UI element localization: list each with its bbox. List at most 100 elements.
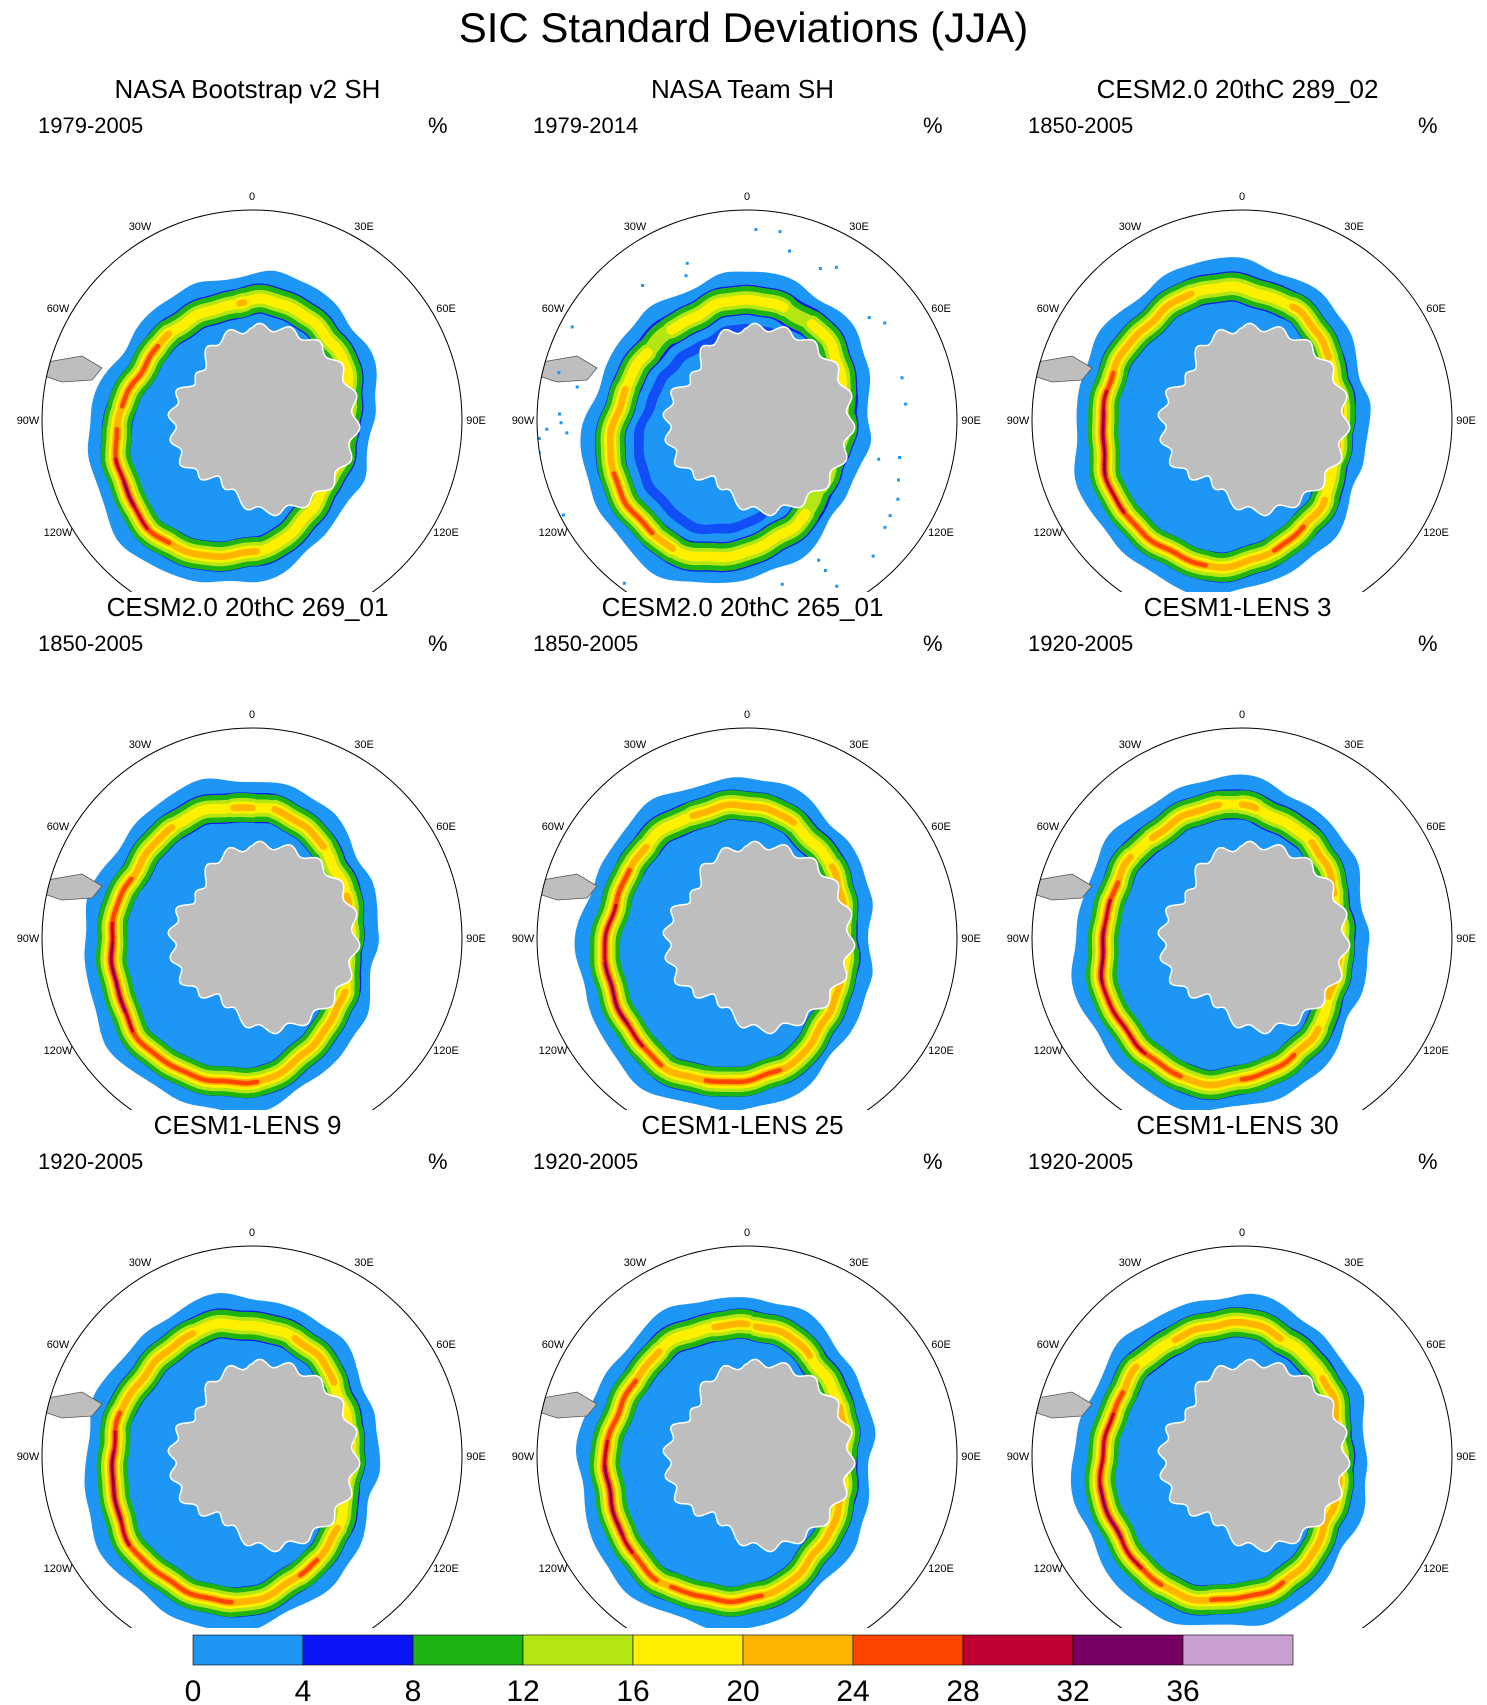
map-panel: 030E60E90E120E150E180150W120W90W60W30WCE… <box>990 1108 1485 1628</box>
period-label: 1979-2005 <box>38 113 144 138</box>
south-america-landmass <box>43 873 103 901</box>
period-label: 1850-2005 <box>533 631 639 656</box>
period-label: 1920-2005 <box>38 1149 144 1174</box>
map-boundary <box>41 1245 463 1628</box>
longitude-label: 30E <box>354 221 374 233</box>
longitude-label: 90W <box>17 1451 40 1463</box>
panel-title: CESM1-LENS 3 <box>1143 592 1332 622</box>
period-label: 1920-2005 <box>1028 1149 1134 1174</box>
panel-title: CESM1-LENS 9 <box>153 1110 342 1140</box>
unit-label: % <box>1418 631 1438 656</box>
polar-map: 030E60E90E120E150E180150W120W90W60W30W <box>1007 1227 1476 1628</box>
longitude-label: 0 <box>1239 709 1245 721</box>
map-boundary <box>536 1245 958 1628</box>
longitude-label: 60W <box>1037 1339 1060 1351</box>
longitude-label: 0 <box>1239 191 1245 203</box>
map-boundary <box>536 727 958 1110</box>
map-panel: 030E60E90E120E150E180150W120W90W60W30WCE… <box>0 590 495 1110</box>
polar-map: 030E60E90E120E150E180150W120W90W60W30W <box>512 191 981 592</box>
antarctica-landmass <box>167 322 361 517</box>
longitude-label: 120W <box>539 1563 568 1575</box>
south-america-landmass <box>538 1391 598 1419</box>
longitude-label: 120W <box>1034 527 1063 539</box>
longitude-label: 30E <box>354 739 374 751</box>
antarctica-landmass <box>662 322 856 517</box>
longitude-label: 30E <box>849 221 869 233</box>
antarctica-landmass <box>167 840 361 1035</box>
longitude-label: 0 <box>744 191 750 203</box>
longitude-label: 120W <box>44 527 73 539</box>
unit-label: % <box>428 1149 448 1174</box>
longitude-label: 60E <box>436 303 456 315</box>
longitude-label: 0 <box>744 1227 750 1239</box>
longitude-label: 120E <box>433 1045 459 1057</box>
period-label: 1920-2005 <box>533 1149 639 1174</box>
colorbar-swatch <box>1072 1634 1184 1666</box>
south-america-landmass <box>43 1391 103 1419</box>
map-boundary <box>1031 209 1453 592</box>
south-america-landmass <box>1033 355 1093 383</box>
longitude-label: 30W <box>624 1257 647 1269</box>
map-panel: 030E60E90E120E150E180150W120W90W60W30WCE… <box>0 1108 495 1628</box>
longitude-label: 0 <box>744 709 750 721</box>
antarctica-landmass <box>1157 322 1351 517</box>
polar-map: 030E60E90E120E150E180150W120W90W60W30W <box>512 709 981 1110</box>
map-boundary <box>41 209 463 592</box>
longitude-label: 30E <box>849 739 869 751</box>
polar-map: 030E60E90E120E150E180150W120W90W60W30W <box>17 191 486 592</box>
longitude-label: 0 <box>249 709 255 721</box>
longitude-label: 120W <box>539 1045 568 1057</box>
longitude-label: 120E <box>1423 1563 1449 1575</box>
longitude-label: 60E <box>931 1339 951 1351</box>
longitude-label: 30W <box>624 221 647 233</box>
longitude-label: 0 <box>1239 1227 1245 1239</box>
longitude-label: 60E <box>1426 303 1446 315</box>
longitude-label: 120W <box>539 527 568 539</box>
map-panel: 030E60E90E120E150E180150W120W90W60W30WCE… <box>495 1108 990 1628</box>
longitude-label: 30E <box>1344 1257 1364 1269</box>
period-label: 1920-2005 <box>1028 631 1134 656</box>
colorbar-tick-label: 24 <box>836 1675 869 1705</box>
colorbar-swatch <box>852 1634 964 1666</box>
longitude-label: 120E <box>928 527 954 539</box>
colorbar-tick-label: 12 <box>506 1675 539 1705</box>
longitude-label: 90W <box>17 933 40 945</box>
longitude-label: 30E <box>1344 221 1364 233</box>
longitude-label: 30E <box>849 1257 869 1269</box>
longitude-label: 30W <box>624 739 647 751</box>
longitude-label: 60E <box>931 821 951 833</box>
colorbar-tick-label: 16 <box>616 1675 649 1705</box>
south-america-landmass <box>1033 873 1093 901</box>
longitude-label: 90E <box>961 415 981 427</box>
longitude-label: 30W <box>1119 1257 1142 1269</box>
panel-title: CESM1-LENS 30 <box>1136 1110 1339 1140</box>
longitude-label: 120W <box>44 1045 73 1057</box>
longitude-label: 120W <box>1034 1563 1063 1575</box>
map-boundary <box>1031 1245 1453 1628</box>
panel-title: CESM2.0 20thC 269_01 <box>106 592 389 622</box>
longitude-label: 60E <box>436 1339 456 1351</box>
colorbar-swatch <box>302 1634 414 1666</box>
period-label: 1979-2014 <box>533 113 639 138</box>
map-panel: 030E60E90E120E150E180150W120W90W60W30WCE… <box>495 590 990 1110</box>
longitude-label: 90E <box>466 933 486 945</box>
longitude-label: 90W <box>512 933 535 945</box>
polar-map: 030E60E90E120E150E180150W120W90W60W30W <box>1007 709 1476 1110</box>
longitude-label: 60W <box>542 303 565 315</box>
colorbar-tick-label: 8 <box>405 1675 422 1705</box>
longitude-label: 120E <box>1423 527 1449 539</box>
panel-title: NASA Bootstrap v2 SH <box>114 74 381 104</box>
unit-label: % <box>428 113 448 138</box>
map-panel: 030E60E90E120E150E180150W120W90W60W30W CE… <box>990 590 1485 1110</box>
south-america-landmass <box>1033 1391 1093 1419</box>
panel-title: CESM1-LENS 25 <box>641 1110 844 1140</box>
unit-label: % <box>923 1149 943 1174</box>
longitude-label: 0 <box>249 191 255 203</box>
longitude-label: 30W <box>129 739 152 751</box>
colorbar-swatch <box>742 1634 854 1666</box>
south-america-landmass <box>538 355 598 383</box>
panel-title: NASA Team SH <box>650 74 835 104</box>
map-panel: 030E60E90E120E150E180150W120W90W60W30WCE… <box>990 72 1485 592</box>
map-boundary <box>536 209 958 592</box>
panel-title: CESM2.0 20thC 265_01 <box>601 592 884 622</box>
